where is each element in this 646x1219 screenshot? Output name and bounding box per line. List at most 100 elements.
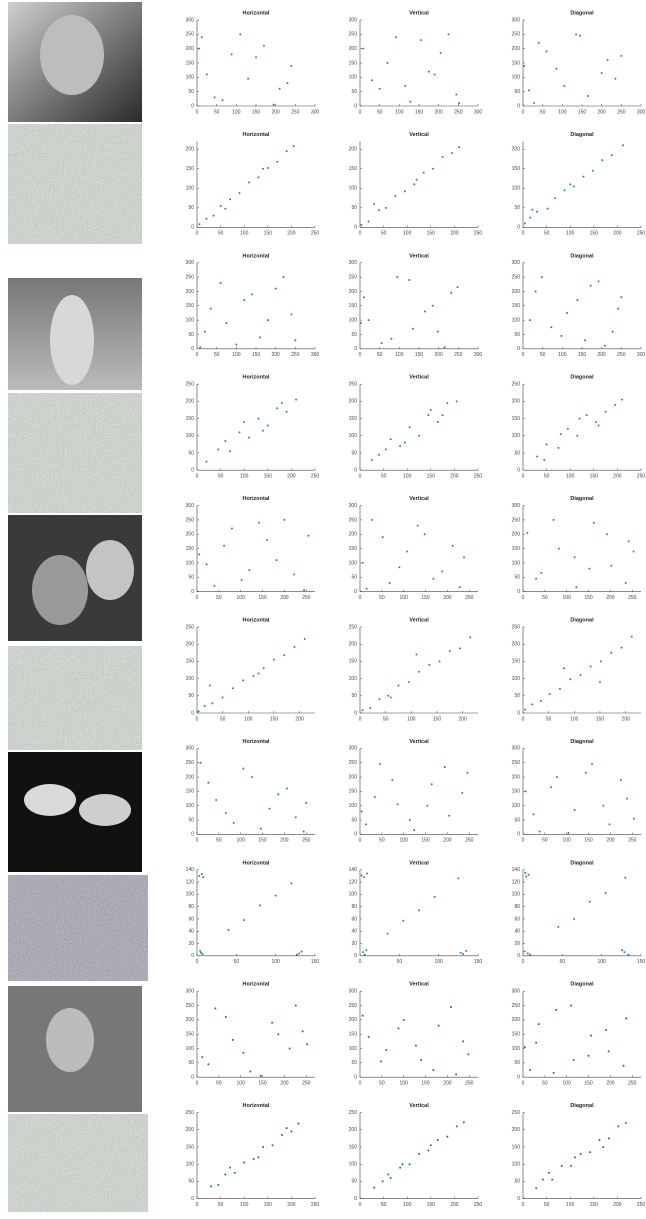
- y-tick-label: 150: [349, 303, 358, 309]
- point: [304, 638, 306, 640]
- x-tick-label: 100: [563, 595, 572, 601]
- point: [277, 1033, 279, 1035]
- x-tick-label: 0: [522, 959, 525, 965]
- y-tick-label: 200: [186, 399, 195, 405]
- point: [621, 647, 623, 649]
- y-tick-label: 250: [186, 1003, 195, 1009]
- point: [412, 328, 414, 330]
- y-tick-label: 50: [351, 1179, 357, 1185]
- point: [217, 1184, 219, 1186]
- y-tick-label: 200: [349, 46, 358, 52]
- y-tick-label: 50: [514, 332, 520, 338]
- y-tick-label: 200: [349, 1127, 358, 1133]
- point: [633, 550, 635, 552]
- point: [403, 1019, 405, 1021]
- x-tick-label: 100: [403, 474, 412, 480]
- point: [617, 308, 619, 310]
- y-tick-label: 300: [512, 260, 521, 266]
- x-tick-label: 100: [232, 352, 241, 358]
- point: [444, 766, 446, 768]
- point: [373, 1187, 375, 1189]
- x-tick-label: 50: [379, 838, 385, 844]
- point: [275, 895, 277, 897]
- point: [379, 763, 381, 765]
- point: [531, 209, 533, 211]
- y-tick-label: 100: [512, 560, 521, 566]
- point: [523, 65, 525, 67]
- point: [362, 48, 364, 50]
- x-tick-label: 100: [232, 109, 241, 115]
- point: [602, 1146, 604, 1148]
- y-tick-label: 0: [191, 832, 194, 838]
- point: [524, 951, 526, 953]
- point: [224, 440, 226, 442]
- y-tick-label: 50: [188, 1179, 194, 1185]
- point: [538, 1023, 540, 1025]
- point: [391, 779, 393, 781]
- x-tick-label: 200: [458, 716, 467, 722]
- point: [385, 449, 387, 451]
- chart-title: Diagonal: [570, 1103, 594, 1109]
- y-tick-label: 200: [512, 289, 521, 295]
- x-tick-label: 100: [566, 1202, 575, 1208]
- y-tick-label: 150: [349, 659, 358, 665]
- x-tick-label: 100: [400, 595, 409, 601]
- x-tick-label: 250: [617, 352, 626, 358]
- y-tick-label: 80: [188, 904, 194, 910]
- point: [296, 954, 298, 956]
- point: [539, 831, 541, 833]
- x-tick-label: 0: [359, 109, 362, 115]
- point: [404, 190, 406, 192]
- point: [423, 172, 425, 174]
- point: [556, 776, 558, 778]
- encrypted-image: [8, 646, 142, 750]
- chart-title: Vertical: [409, 10, 429, 16]
- x-tick-label: 0: [359, 716, 362, 722]
- x-tick-label: 300: [637, 352, 646, 358]
- point: [529, 217, 531, 219]
- point: [457, 877, 459, 879]
- point: [363, 296, 365, 298]
- point: [303, 831, 305, 833]
- y-tick-label: 0: [354, 589, 357, 595]
- point: [563, 85, 565, 87]
- point: [205, 461, 207, 463]
- point: [249, 1070, 251, 1072]
- point: [232, 1039, 234, 1041]
- y-tick-label: 250: [186, 274, 195, 280]
- point: [226, 322, 228, 324]
- point: [418, 671, 420, 673]
- chart-title: Diagonal: [570, 860, 594, 866]
- point: [593, 522, 595, 524]
- point: [202, 876, 204, 878]
- x-tick-label: 50: [216, 1081, 222, 1087]
- point: [289, 1048, 291, 1050]
- point: [456, 400, 458, 402]
- point: [614, 404, 616, 406]
- point: [220, 205, 222, 207]
- x-tick-label: 250: [465, 838, 474, 844]
- x-tick-label: 0: [359, 838, 362, 844]
- point: [546, 51, 548, 53]
- point: [551, 1179, 553, 1181]
- point: [276, 161, 278, 163]
- point: [224, 208, 226, 210]
- x-tick-label: 150: [264, 231, 273, 237]
- x-tick-label: 50: [544, 1202, 550, 1208]
- point: [535, 1187, 537, 1189]
- point: [408, 681, 410, 683]
- y-tick-label: 300: [512, 746, 521, 752]
- x-tick-label: 250: [637, 474, 646, 480]
- y-tick-label: 100: [186, 803, 195, 809]
- point: [409, 819, 411, 821]
- point: [524, 1046, 526, 1048]
- x-tick-label: 150: [415, 352, 424, 358]
- point: [293, 646, 295, 648]
- x-tick-label: 100: [395, 109, 404, 115]
- point: [385, 1049, 387, 1051]
- point: [625, 582, 627, 584]
- x-tick-label: 250: [637, 1202, 646, 1208]
- point: [210, 308, 212, 310]
- x-tick-label: 200: [287, 231, 296, 237]
- point: [620, 55, 622, 57]
